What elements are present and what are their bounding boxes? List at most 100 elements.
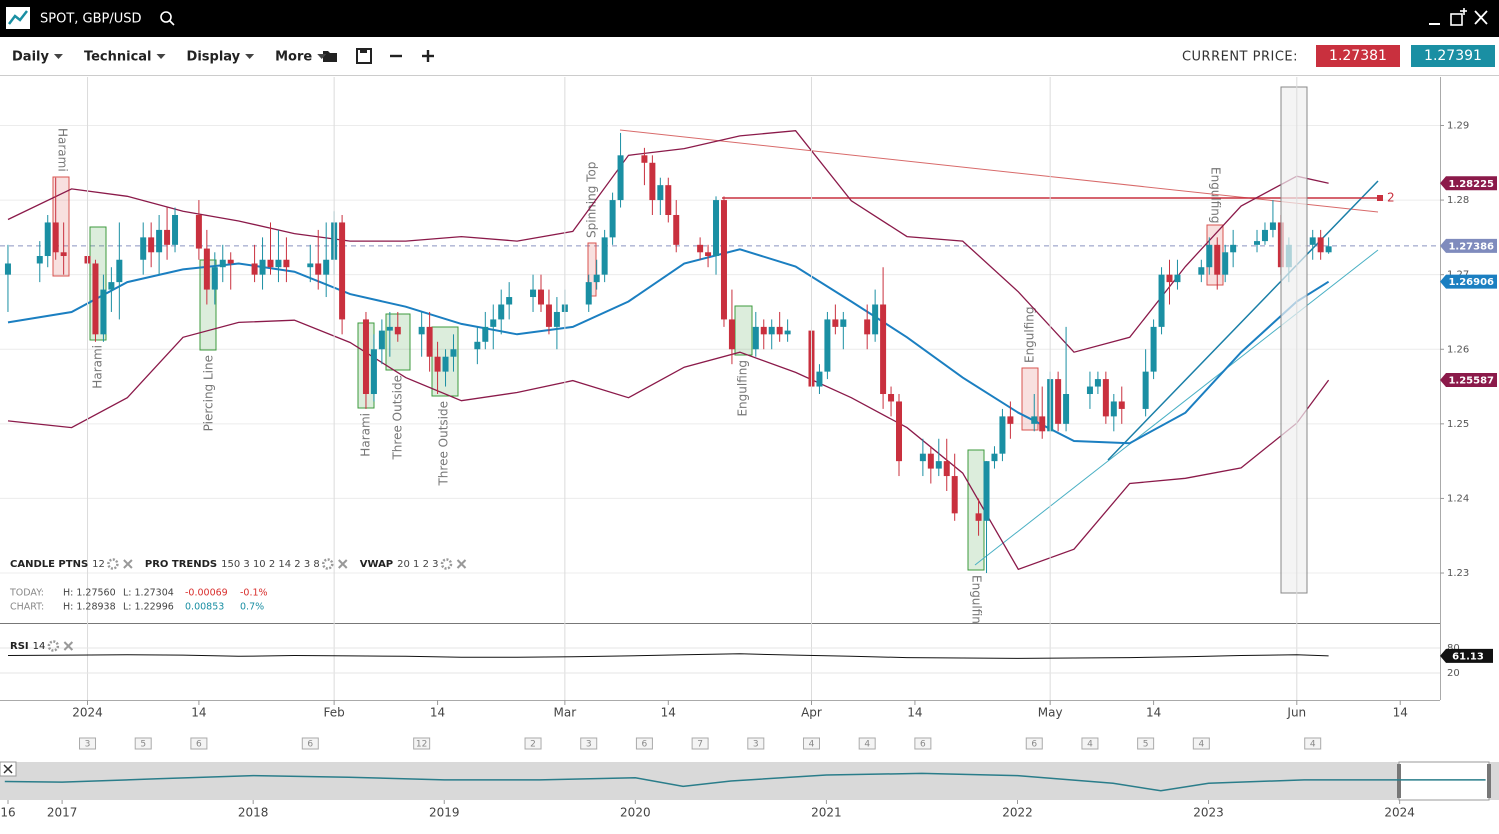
menu-button[interactable]: Technical: [84, 50, 152, 65]
rsi-line: [7, 653, 1329, 659]
candle-body: [713, 200, 720, 257]
menu-button[interactable]: More: [275, 50, 312, 65]
candle-body: [665, 185, 672, 215]
event-marker[interactable]: [858, 737, 876, 750]
navigator-close[interactable]: [0, 761, 17, 777]
candle-body: [116, 259, 123, 283]
navigator-tick-label: 2023: [1193, 806, 1224, 820]
indicator-legend[interactable]: CANDLE PTNS 12: [10, 559, 105, 570]
candle-body: [92, 263, 99, 335]
candle-body: [760, 326, 767, 335]
candle-body: [872, 304, 879, 335]
event-marker[interactable]: [635, 737, 653, 750]
candle-body: [585, 282, 592, 305]
remove-icon[interactable]: [456, 559, 467, 569]
bid-box[interactable]: [1316, 45, 1400, 67]
event-marker[interactable]: [134, 737, 152, 750]
candle-body: [450, 349, 457, 357]
bid-price: 1.27381: [1329, 48, 1387, 64]
settings-icon[interactable]: [107, 558, 119, 570]
x-tick-label: 14: [661, 706, 676, 720]
event-marker[interactable]: [1137, 737, 1155, 750]
event-marker[interactable]: [747, 737, 765, 750]
event-count: 5: [1143, 740, 1149, 750]
x-tick-label: Jun: [1286, 706, 1306, 720]
navigator-window[interactable]: [1398, 761, 1490, 801]
indicator-legend[interactable]: VWAP 20 1 2 3: [360, 559, 439, 570]
event-marker[interactable]: [79, 737, 97, 750]
candle-body: [697, 244, 704, 253]
event-marker[interactable]: [413, 737, 431, 750]
navigator-close-stroke: [3, 764, 13, 774]
event-count: 4: [809, 740, 815, 750]
candle-body: [649, 162, 656, 201]
event-marker[interactable]: [524, 737, 542, 750]
navigator-handle[interactable]: [1397, 764, 1401, 798]
candle-body: [474, 341, 481, 350]
close-button[interactable]: [1474, 10, 1488, 25]
ask-box[interactable]: [1411, 45, 1495, 67]
zoom-in-button[interactable]: [422, 50, 434, 62]
settings-icon[interactable]: [440, 558, 453, 570]
pattern-label: Engulfing: [970, 575, 984, 632]
remove-icon[interactable]: [338, 559, 348, 569]
event-marker[interactable]: [802, 737, 820, 750]
candle-body: [641, 155, 648, 163]
rsi-legend[interactable]: RSI 14: [10, 641, 45, 652]
app-logo: [8, 10, 28, 25]
x-tick-label: 14: [1146, 706, 1161, 720]
event-count: 3: [753, 740, 759, 750]
remove-icon[interactable]: [123, 559, 133, 569]
pattern-label: Three Outside: [437, 401, 451, 487]
navigator-tick-label: 2018: [238, 806, 269, 820]
remove-icon[interactable]: [63, 641, 74, 651]
navigator-handle[interactable]: [1487, 764, 1491, 798]
candle-body: [362, 319, 369, 395]
save-icon[interactable]: [356, 48, 372, 64]
event-marker[interactable]: [691, 737, 709, 750]
event-marker[interactable]: [1025, 737, 1043, 750]
candle-body: [768, 326, 775, 335]
event-marker[interactable]: [1081, 737, 1099, 750]
candle-body: [752, 326, 759, 350]
price-tag: [1440, 238, 1497, 253]
event-count: 4: [864, 740, 870, 750]
stats-high: H: 1.27560: [63, 588, 116, 599]
indicator-name: VWAP: [360, 559, 393, 570]
candle-body: [824, 319, 831, 372]
candle-body: [728, 319, 735, 350]
settings-icon[interactable]: [322, 558, 334, 570]
event-marker[interactable]: [1192, 737, 1210, 750]
pattern-label: Engulfing: [736, 360, 750, 417]
menu-button[interactable]: Display: [187, 50, 241, 65]
event-marker[interactable]: [914, 737, 932, 750]
event-count: 3: [85, 740, 91, 750]
pattern-label: Harami: [359, 413, 373, 457]
indicator-legend[interactable]: PRO TRENDS 150 3 10 2 14 2 3 8: [145, 559, 320, 570]
candle-body: [275, 259, 282, 268]
event-marker[interactable]: [190, 737, 208, 750]
rsi-tick-label: 20: [1447, 668, 1460, 679]
candle-body: [498, 304, 505, 320]
candle-body: [919, 453, 926, 462]
settings-icon[interactable]: [47, 640, 60, 652]
open-icon[interactable]: [323, 51, 337, 62]
candle-body: [44, 222, 51, 257]
popout-button[interactable]: [1450, 8, 1467, 26]
pattern-box: [734, 305, 753, 356]
event-marker[interactable]: [1304, 737, 1322, 750]
menu-button[interactable]: Daily: [12, 50, 49, 65]
navigator-tick-label: 2024: [1384, 806, 1415, 820]
pattern-box: [967, 449, 985, 571]
candle-body: [1150, 326, 1157, 372]
rsi-tick-label: 80: [1447, 643, 1460, 654]
event-marker[interactable]: [580, 737, 598, 750]
candle-body: [880, 304, 887, 395]
candle-body: [267, 259, 274, 268]
event-marker[interactable]: [301, 737, 319, 750]
rsi-tag-label: 61.13: [1452, 651, 1484, 662]
menu-caret: [317, 54, 327, 59]
candle-body: [816, 371, 823, 387]
search-icon[interactable]: [160, 11, 175, 26]
rsi-tag: [1440, 648, 1493, 663]
